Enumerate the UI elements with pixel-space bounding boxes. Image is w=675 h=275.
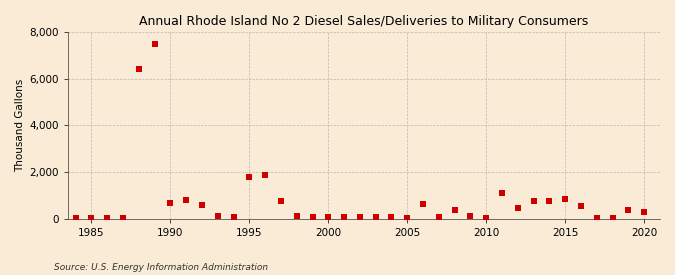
Point [196, 203, 207, 207]
Point [165, 201, 176, 205]
Point [371, 215, 381, 219]
Point [292, 214, 302, 218]
Point [512, 206, 523, 210]
Point [86, 216, 97, 220]
Point [544, 199, 555, 204]
Y-axis label: Thousand Gallons: Thousand Gallons [15, 79, 25, 172]
Point [244, 175, 254, 179]
Point [497, 191, 508, 196]
Point [323, 215, 333, 219]
Point [70, 215, 81, 220]
Point [260, 173, 271, 177]
Title: Annual Rhode Island No 2 Diesel Sales/Deliveries to Military Consumers: Annual Rhode Island No 2 Diesel Sales/De… [139, 15, 589, 28]
Point [529, 199, 539, 204]
Point [117, 216, 128, 220]
Point [591, 215, 602, 220]
Point [275, 199, 286, 204]
Point [623, 208, 634, 212]
Point [639, 210, 649, 214]
Point [134, 67, 144, 72]
Text: Source: U.S. Energy Information Administration: Source: U.S. Energy Information Administ… [54, 263, 268, 271]
Point [213, 214, 223, 219]
Point [55, 215, 65, 219]
Point [576, 204, 587, 208]
Point [465, 214, 476, 218]
Point [386, 215, 397, 220]
Point [339, 215, 350, 219]
Point [481, 216, 491, 220]
Point [608, 216, 618, 220]
Point [228, 215, 239, 220]
Point [418, 202, 429, 207]
Point [560, 196, 570, 201]
Point [149, 42, 160, 46]
Point [307, 214, 318, 219]
Point [450, 208, 460, 212]
Point [354, 215, 365, 219]
Point [433, 215, 444, 220]
Point [402, 215, 412, 220]
Point [181, 197, 192, 202]
Point [102, 215, 113, 220]
